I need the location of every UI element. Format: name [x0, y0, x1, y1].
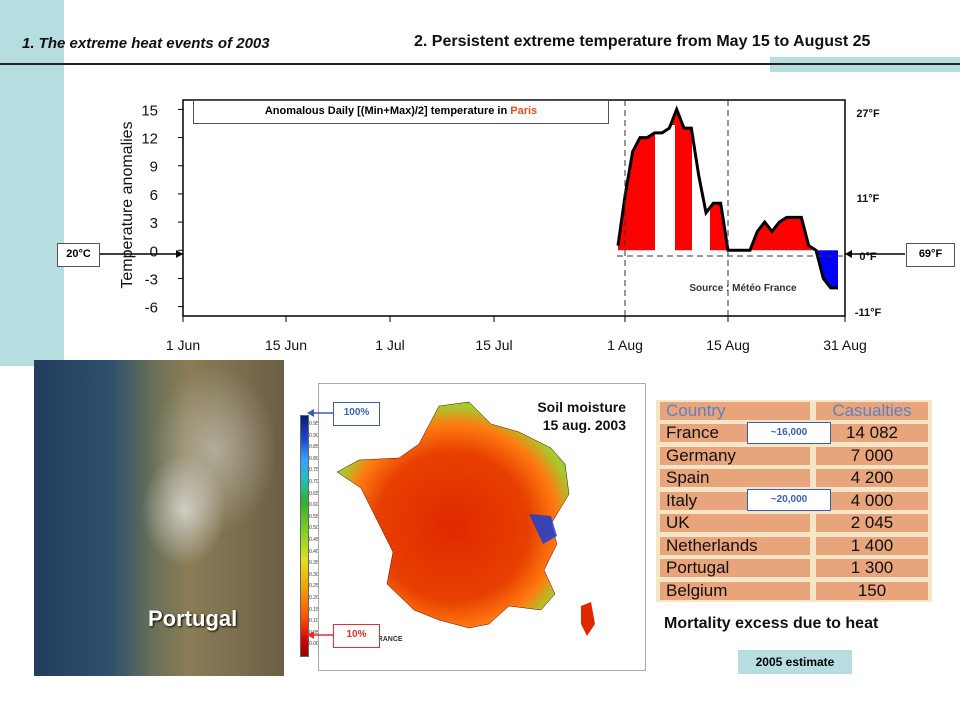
colorbar-tick-label: 0.50 [309, 525, 319, 532]
y-tick-label: 12 [141, 131, 158, 148]
x-tick-label: 1 Aug [607, 337, 643, 353]
y-axis-label: Temperature anomalies [119, 121, 136, 288]
temperature-chart: Temperature anomalies 15 12 9 6 3 0 -3 -6 1 Jun… [100, 99, 905, 353]
right-axis-ticks: 27°F 11°F 0°F -11°F [855, 108, 882, 319]
chart-frame [182, 99, 846, 317]
y-tick-label: 9 [150, 159, 158, 176]
table-row: Belgium 150 [656, 580, 932, 602]
x-tick-label: 15 Jul [475, 337, 512, 353]
colorbar-tick-label: 0.10 [309, 618, 319, 625]
table-row: UK 2 045 [656, 512, 932, 534]
x-tick-label: 15 Aug [706, 337, 750, 353]
x-tick-label: 1 Jun [166, 337, 200, 353]
left-temp-marker: 20°C [57, 243, 100, 267]
y-tick-label: 3 [150, 215, 158, 232]
satellite-label: Portugal [148, 606, 238, 631]
chart-source: Source : Météo France [689, 283, 797, 294]
y-tick-label: -6 [145, 300, 158, 317]
soil-bottom-label: 10% [333, 624, 380, 648]
right-tick-label: 0°F [859, 251, 877, 263]
colorbar-tick-label: 0.00 [309, 641, 319, 648]
colorbar-tick-label: 0.25 [309, 583, 319, 590]
soil-moisture-map [318, 383, 646, 671]
italy-estimate-badge: ~20,000 [747, 489, 831, 511]
soil-top-label: 100% [333, 402, 380, 426]
table-row: Germany 7 000 [656, 445, 932, 467]
colorbar-tick-label: 0.70 [309, 479, 319, 485]
cell-casualties: 1 300 [816, 559, 928, 578]
table-row: Spain 4 200 [656, 467, 932, 489]
y-tick-label: 15 [141, 102, 158, 119]
mortality-caption: Mortality excess due to heat [664, 615, 879, 632]
map-watermark: O FRANCE [366, 636, 403, 643]
cell-casualties: 150 [816, 581, 928, 600]
colorbar-tick-label: 0.95 [309, 421, 319, 427]
right-tick-label: 27°F [856, 108, 880, 120]
table-header-row: Country Casualties [656, 400, 932, 422]
header-country: Country [660, 402, 810, 420]
right-temp-marker: 69°F [906, 243, 955, 267]
x-tick-label: 1 Jul [375, 337, 405, 353]
soil-moisture-colorbar [300, 415, 309, 657]
colorbar-tick-label: 0.80 [309, 455, 319, 462]
header-rule [0, 63, 960, 65]
header-casualties: Casualties [816, 402, 928, 420]
colorbar-tick-label: 0.85 [309, 444, 319, 451]
colorbar-tick-label: 0.35 [309, 560, 319, 567]
x-tick-label: 15 Jun [265, 337, 307, 353]
colorbar-tick-label: 0.40 [309, 548, 319, 555]
cell-casualties: 14 082 [816, 424, 928, 443]
y-tick-label: -3 [145, 271, 158, 288]
table-row: Netherlands 1 400 [656, 535, 932, 557]
colorbar-tick-label: 0.15 [309, 606, 319, 613]
cell-casualties: 4 000 [816, 491, 928, 510]
section2-title: 2. Persistent extreme temperature from M… [414, 33, 871, 50]
y-tick-label: 0 [150, 243, 158, 260]
gap-band [655, 125, 675, 256]
cell-country: Portugal [660, 559, 810, 578]
colorbar-tick-label: 0.90 [309, 432, 319, 439]
table-row: Portugal 1 300 [656, 557, 932, 579]
colorbar-tick-label: 0.75 [309, 467, 319, 474]
cell-casualties: 4 200 [816, 469, 928, 488]
sidebar-band [0, 0, 64, 366]
france-estimate-badge: ~16,000 [747, 422, 831, 444]
cell-country: Germany [660, 446, 810, 465]
right-tick-label: 11°F [857, 193, 880, 205]
cell-casualties: 2 045 [816, 514, 928, 533]
france-map-shape [336, 401, 595, 636]
colorbar-tick-label: 0.60 [309, 502, 319, 509]
estimate-note: 2005 estimate [738, 650, 852, 674]
satellite-image [34, 360, 284, 676]
cell-country: Netherlands [660, 536, 810, 555]
cell-casualties: 1 400 [816, 536, 928, 555]
x-tick-label: 31 Aug [823, 337, 867, 353]
colorbar-tick-label: 0.65 [309, 490, 319, 497]
colorbar-tick-label: 0.45 [309, 537, 319, 543]
colorbar-tick-label: 0.20 [309, 595, 319, 601]
y-tick-label: 6 [150, 187, 158, 204]
cell-country: Belgium [660, 581, 810, 600]
cell-country: UK [660, 514, 810, 533]
soil-label-arrows [307, 409, 333, 639]
section1-title: 1. The extreme heat events of 2003 [22, 35, 270, 52]
chart-title: Anomalous Daily [(Min+Max)/2] temperatur… [193, 100, 609, 124]
mortality-table: Country Casualties France 14 082 Germany 7 00… [656, 400, 932, 602]
cell-country: Spain [660, 469, 810, 488]
colorbar-tick-label: 0.30 [309, 571, 319, 578]
soil-moisture-title: Soil moisture 15 aug. 2003 [537, 399, 626, 433]
y-axis-ticks: 15 12 9 6 3 0 -3 -6 [141, 102, 183, 317]
right-tick-label: -11°F [855, 307, 882, 319]
cell-casualties: 7 000 [816, 446, 928, 465]
colorbar-tick-label: 0.55 [309, 513, 319, 520]
x-axis-ticks: 1 Jun 15 Jun 1 Jul 15 Jul 1 Aug 15 Aug 31 Aug [166, 316, 867, 353]
